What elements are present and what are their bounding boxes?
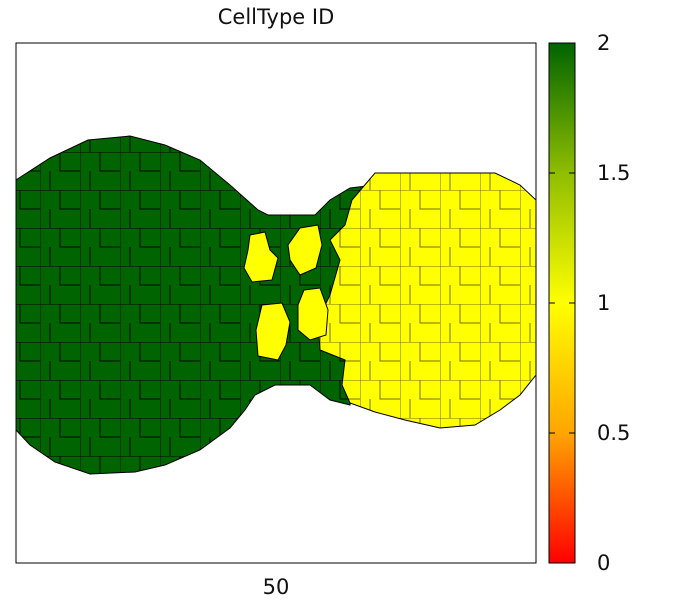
colorbar-tick-label: 1 [597, 291, 610, 315]
colorbar-tick-label: 0 [597, 551, 610, 575]
colorbar-tick-label: 2 [597, 31, 610, 55]
x-tick-label: 50 [262, 575, 290, 599]
celltype-1-cell [297, 287, 329, 341]
plot-area [15, 42, 537, 564]
colorbar-tick-label: 0.5 [597, 421, 630, 445]
colorbar-ticks: 0 0.5 1 1.5 2 [549, 31, 630, 575]
celltype-1-cell [255, 302, 291, 361]
colorbar-tick-label: 1.5 [597, 161, 630, 185]
celltype-1-cell [243, 231, 279, 283]
celltype-1-cell [287, 224, 323, 276]
cell-field [16, 135, 536, 475]
chart-title: CellType ID [217, 5, 335, 29]
